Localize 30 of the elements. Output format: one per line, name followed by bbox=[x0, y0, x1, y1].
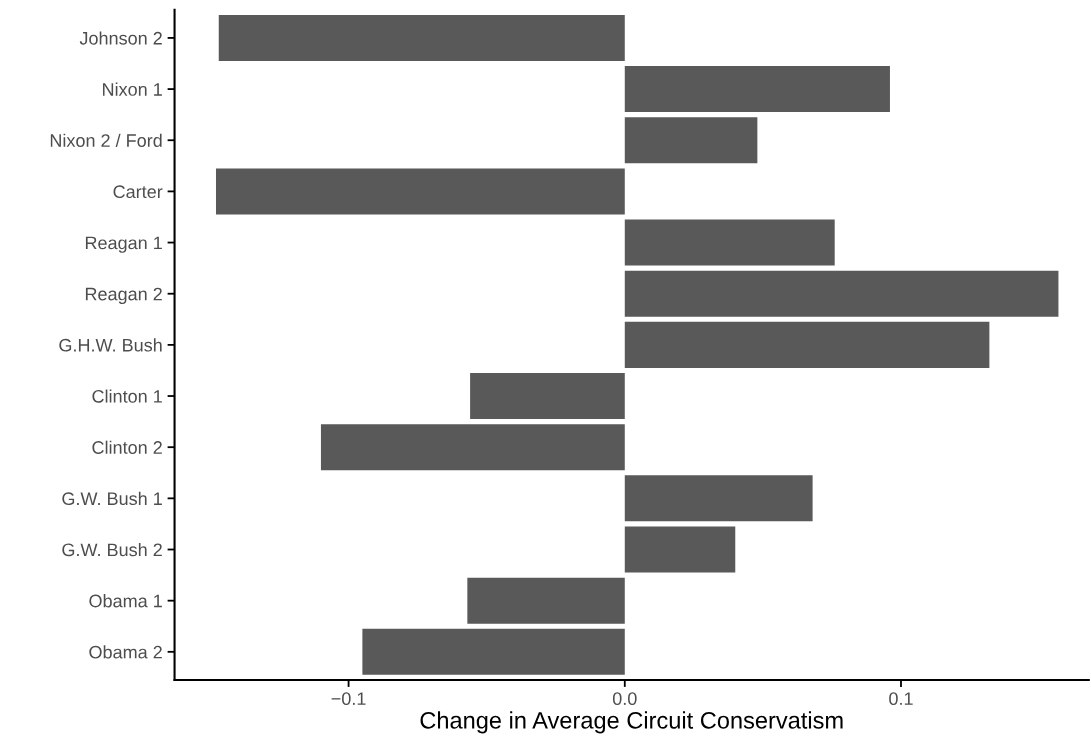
y-tick-label: G.H.W. Bush bbox=[59, 338, 162, 352]
bar bbox=[470, 373, 625, 420]
bar bbox=[467, 577, 625, 624]
bar bbox=[362, 628, 625, 675]
bar bbox=[624, 117, 758, 164]
y-tick-label: G.W. Bush 1 bbox=[62, 491, 162, 506]
bar bbox=[218, 14, 625, 61]
x-tick-label: 0.1 bbox=[889, 692, 913, 706]
y-tick-label: Carter bbox=[113, 185, 163, 199]
bar bbox=[624, 66, 890, 113]
x-axis-title: Change in Average Circuit Conservatism bbox=[420, 711, 843, 734]
bar bbox=[624, 219, 835, 266]
y-tick-label: Nixon 1 bbox=[103, 82, 162, 96]
y-tick-label: Clinton 2 bbox=[92, 440, 162, 454]
y-tick-label: Clinton 1 bbox=[92, 389, 162, 403]
bar bbox=[624, 270, 1059, 317]
x-tick-label: −0.1 bbox=[331, 692, 366, 706]
bar bbox=[624, 475, 813, 522]
y-tick-label: Johnson 2 bbox=[79, 31, 162, 45]
y-tick-label: Nixon 2 / Ford bbox=[50, 133, 162, 147]
y-tick-label: Obama 2 bbox=[89, 645, 162, 659]
x-tick-label: 0.0 bbox=[612, 692, 637, 706]
y-tick-label: Reagan 2 bbox=[85, 287, 162, 304]
y-tick-label: G.W. Bush 2 bbox=[62, 542, 162, 557]
bar bbox=[624, 321, 990, 368]
bar bbox=[624, 526, 736, 573]
bar bbox=[215, 168, 625, 215]
y-tick-label: Reagan 1 bbox=[85, 236, 162, 253]
y-tick-label: Obama 1 bbox=[89, 594, 162, 608]
bar bbox=[320, 424, 625, 471]
